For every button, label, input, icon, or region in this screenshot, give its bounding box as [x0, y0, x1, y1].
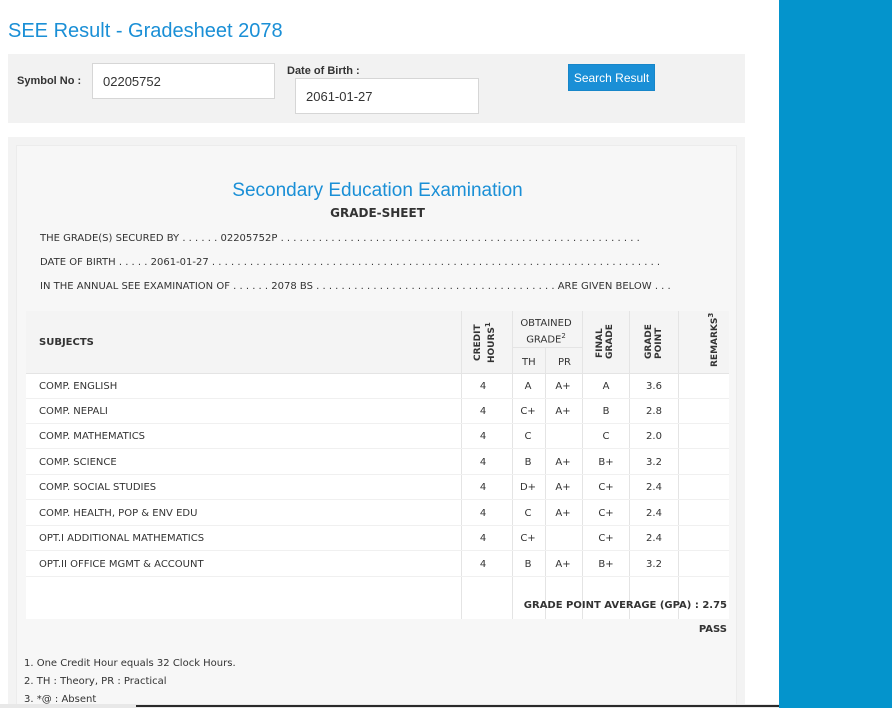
header-remarks: REMARKS3 [706, 313, 720, 367]
col-divider [461, 311, 462, 619]
result-panel: Secondary Education Examination GRADE-SH… [8, 137, 745, 708]
search-panel: Symbol No : Date of Birth : Search Resul… [8, 54, 745, 123]
gpa-summary: GRADE POINT AVERAGE (GPA) : 2.75 [523, 600, 727, 611]
col-divider [582, 311, 583, 619]
cell-th: D+ [519, 482, 537, 493]
table-row: COMP. MATHEMATICS 4 C C 2.0 [26, 424, 729, 449]
cell-credit: 4 [479, 482, 487, 493]
table-row: COMP. NEPALI 4 C+ A+ B 2.8 [26, 399, 729, 424]
cell-th: A [524, 381, 532, 392]
table-row: OPT.II OFFICE MGMT & ACCOUNT 4 B A+ B+ 3… [26, 552, 729, 577]
cell-pr: A+ [555, 559, 571, 570]
header-final-grade: FINAL GRADE [595, 324, 615, 359]
cell-th: B [524, 559, 532, 570]
dob-line: DATE OF BIRTH . . . . . 2061-01-27 . . .… [40, 257, 661, 268]
cell-gp: 2.4 [646, 533, 662, 544]
gradesheet-title: GRADE-SHEET [330, 206, 425, 220]
cell-subject: COMP. NEPALI [39, 406, 108, 417]
cell-pr: A+ [555, 508, 571, 519]
footnote-1: 1. One Credit Hour equals 32 Clock Hours… [24, 658, 236, 669]
grade-secured-line: THE GRADE(S) SECURED BY . . . . . . 0220… [40, 233, 640, 244]
cell-pr: A+ [555, 406, 571, 417]
cell-gp: 3.6 [646, 381, 662, 392]
cell-final: C+ [598, 508, 614, 519]
cell-subject: COMP. ENGLISH [39, 381, 118, 392]
cell-th: C [524, 431, 532, 442]
footnote-3: 3. *@ : Absent [24, 694, 97, 705]
cell-pr: A+ [555, 482, 571, 493]
cell-th: C+ [520, 406, 536, 417]
cell-subject: COMP. SCIENCE [39, 457, 117, 468]
table-row: OPT.I ADDITIONAL MATHEMATICS 4 C+ C+ 2.4 [26, 526, 729, 551]
header-divider [512, 347, 582, 348]
col-divider [678, 311, 679, 619]
cell-subject: OPT.I ADDITIONAL MATHEMATICS [39, 533, 205, 544]
exam-line: IN THE ANNUAL SEE EXAMINATION OF . . . .… [40, 281, 671, 292]
cell-gp: 3.2 [646, 559, 662, 570]
cell-final: B+ [598, 559, 614, 570]
cell-gp: 2.8 [646, 406, 662, 417]
header-obtained-grade-text: OBTAINED GRADE [520, 318, 572, 346]
cell-final: C [602, 431, 610, 442]
header-th: TH [522, 357, 536, 368]
cell-pr: A+ [555, 381, 571, 392]
cell-final: C+ [598, 482, 614, 493]
cell-credit: 4 [479, 533, 487, 544]
cell-credit: 4 [479, 431, 487, 442]
side-panel [779, 0, 892, 708]
dob-label: Date of Birth : [287, 65, 360, 77]
search-result-button[interactable]: Search Result [568, 64, 655, 91]
header-credit-hours: CREDIT HOURS1 [473, 322, 497, 363]
header-subjects: SUBJECTS [39, 337, 94, 348]
result-status: PASS [698, 624, 727, 635]
cell-subject: COMP. HEALTH, POP & ENV EDU [39, 508, 198, 519]
grade-table: SUBJECTS CREDIT HOURS1 OBTAINED GRADE2 T… [26, 311, 729, 619]
cell-th: B [524, 457, 532, 468]
cell-subject: COMP. SOCIAL STUDIES [39, 482, 157, 493]
header-grade-point: GRADE POINT [644, 324, 664, 359]
cell-subject: COMP. MATHEMATICS [39, 431, 146, 442]
cell-gp: 2.4 [646, 508, 662, 519]
table-row: COMP. ENGLISH 4 A A+ A 3.6 [26, 374, 729, 399]
symbol-label: Symbol No : [17, 75, 82, 87]
gradesheet: Secondary Education Examination GRADE-SH… [16, 145, 737, 708]
symbol-input[interactable] [92, 63, 275, 99]
cell-gp: 2.4 [646, 482, 662, 493]
cell-credit: 4 [479, 381, 487, 392]
cell-gp: 3.2 [646, 457, 662, 468]
cell-credit: 4 [479, 406, 487, 417]
header-credit-sup: 1 [484, 322, 492, 328]
header-remarks-sup: 3 [707, 312, 715, 318]
cell-gp: 2.0 [646, 431, 662, 442]
cell-final: B [602, 406, 610, 417]
cell-credit: 4 [479, 508, 487, 519]
header-obtained-grade: OBTAINED GRADE2 [512, 317, 580, 346]
header-pr: PR [558, 357, 571, 368]
table-row: COMP. HEALTH, POP & ENV EDU 4 C A+ C+ 2.… [26, 501, 729, 526]
cell-final: B+ [598, 457, 614, 468]
page-title: SEE Result - Gradesheet 2078 [8, 20, 283, 42]
dob-input[interactable] [295, 78, 479, 114]
cell-credit: 4 [479, 457, 487, 468]
scrollbar-track[interactable] [0, 704, 779, 708]
cell-final: C+ [598, 533, 614, 544]
col-divider [512, 311, 513, 619]
header-remarks-text: REMARKS [710, 317, 720, 367]
table-header: SUBJECTS CREDIT HOURS1 OBTAINED GRADE2 T… [26, 311, 729, 374]
cell-th: C+ [520, 533, 536, 544]
header-obtained-sup: 2 [561, 332, 566, 340]
table-row: COMP. SOCIAL STUDIES 4 D+ A+ C+ 2.4 [26, 475, 729, 500]
cell-credit: 4 [479, 559, 487, 570]
cell-th: C [524, 508, 532, 519]
cell-subject: OPT.II OFFICE MGMT & ACCOUNT [39, 559, 204, 570]
cell-pr: A+ [555, 457, 571, 468]
exam-title: Secondary Education Examination [232, 180, 523, 201]
footnote-2: 2. TH : Theory, PR : Practical [24, 676, 167, 687]
col-divider [545, 348, 546, 619]
header-credit-hours-text: CREDIT HOURS [473, 324, 497, 363]
cell-final: A [602, 381, 610, 392]
table-row: COMP. SCIENCE 4 B A+ B+ 3.2 [26, 450, 729, 475]
col-divider [629, 311, 630, 619]
